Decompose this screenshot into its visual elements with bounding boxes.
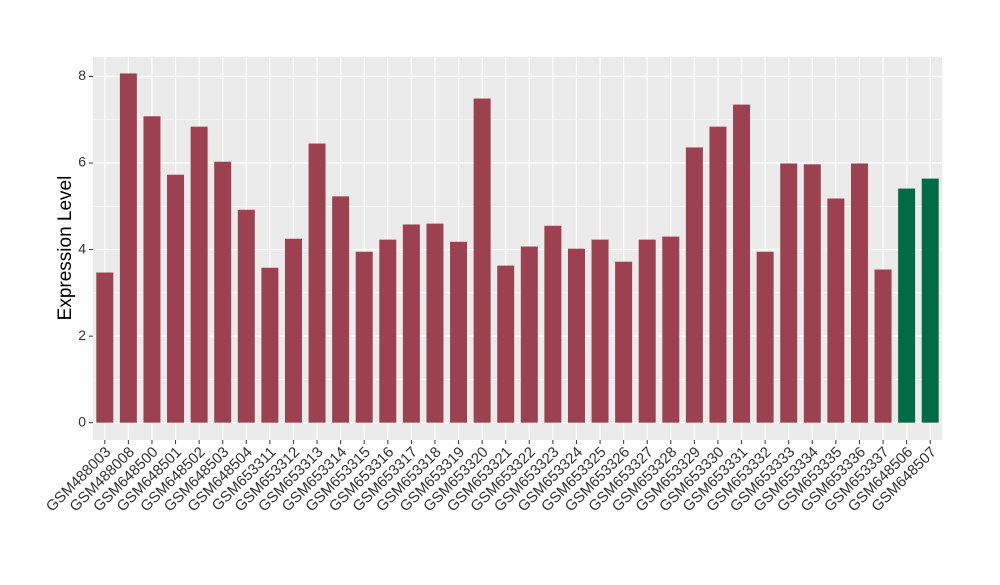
bar	[850, 163, 868, 423]
y-tick-label: 2	[78, 327, 86, 343]
bar	[756, 251, 774, 423]
bar	[615, 261, 633, 423]
bar	[827, 198, 845, 423]
bar	[308, 143, 326, 423]
bar	[332, 196, 350, 423]
bar	[662, 236, 680, 423]
bar	[214, 161, 232, 423]
y-axis-title: Expression Level	[55, 176, 76, 321]
bar	[167, 174, 185, 423]
bar	[473, 98, 491, 423]
bar	[190, 126, 208, 423]
bar	[803, 164, 821, 423]
bar	[497, 265, 515, 423]
bar	[426, 223, 444, 423]
panel	[93, 57, 942, 440]
bar	[544, 225, 562, 423]
bar	[733, 104, 751, 423]
bar	[450, 241, 468, 423]
bar	[567, 248, 585, 423]
bar	[638, 239, 656, 423]
bar	[874, 269, 892, 423]
bar	[119, 73, 137, 423]
bar	[685, 147, 703, 423]
bar	[284, 238, 302, 423]
bar	[379, 239, 397, 423]
bar	[898, 188, 916, 423]
bar	[520, 246, 538, 423]
y-tick-label: 8	[78, 67, 86, 83]
bar	[780, 163, 798, 423]
y-tick-label: 0	[78, 413, 86, 429]
bar	[261, 267, 279, 423]
y-tick-label: 6	[78, 154, 86, 170]
bar	[921, 178, 939, 423]
bar	[143, 116, 161, 423]
bar	[709, 126, 727, 423]
bar	[591, 239, 609, 423]
bar	[355, 251, 373, 423]
bar	[96, 272, 114, 423]
bar	[402, 224, 420, 423]
y-tick-label: 4	[78, 240, 86, 256]
bar	[237, 209, 255, 423]
